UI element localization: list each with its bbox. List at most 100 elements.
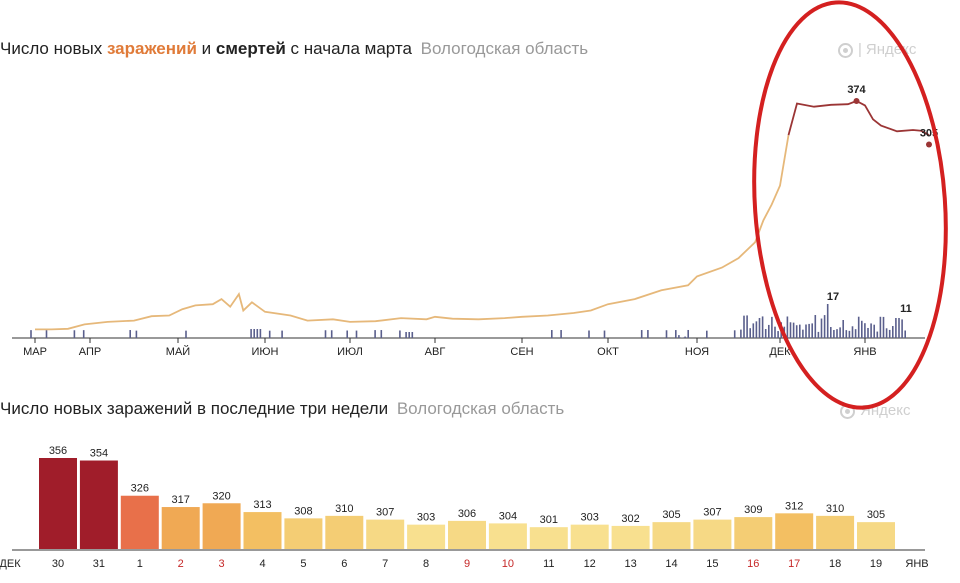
- death-bar: [733, 330, 736, 338]
- bar: [366, 519, 405, 549]
- bar-value-label: 313: [253, 499, 271, 511]
- death-bar: [839, 327, 841, 338]
- death-bar: [752, 323, 755, 338]
- death-bar: [73, 330, 76, 338]
- death-bar: [755, 321, 758, 338]
- death-bar: [826, 304, 829, 338]
- bottom-region: Вологодская область: [396, 399, 565, 418]
- death-bar: [380, 330, 383, 338]
- bar-value-label: 356: [49, 445, 67, 457]
- death-bar: [848, 330, 851, 338]
- bar-value-label: 308: [294, 505, 312, 517]
- death-bar: [640, 330, 643, 338]
- death-bar: [904, 330, 906, 338]
- infections-line: [35, 134, 790, 331]
- death-bar: [833, 329, 835, 338]
- death-bar: [355, 330, 358, 338]
- top-x-tick-label: АВГ: [425, 346, 446, 358]
- bar-value-label: 301: [540, 514, 558, 526]
- bar: [325, 515, 364, 549]
- bar: [611, 525, 650, 549]
- death-bar: [857, 316, 860, 338]
- day-label: 6: [341, 558, 347, 570]
- bar-value-label: 310: [335, 503, 353, 515]
- day-label: 15: [706, 558, 718, 570]
- day-label: 17: [788, 558, 800, 570]
- bar: [816, 515, 855, 549]
- death-bar: [405, 332, 407, 338]
- day-label: 3: [219, 558, 225, 570]
- death-bar: [817, 331, 820, 338]
- death-bar: [805, 324, 807, 338]
- day-label: 7: [382, 558, 388, 570]
- death-bar: [560, 330, 562, 338]
- bar: [202, 503, 241, 549]
- death-bar: [870, 323, 872, 338]
- bar: [857, 522, 895, 549]
- death-bar: [892, 326, 894, 338]
- month-label-right: ЯНВ: [905, 558, 928, 570]
- infections-line-recent: [787, 100, 930, 136]
- death-bar: [647, 330, 649, 338]
- death-bar: [867, 327, 869, 338]
- bar-value-label: 312: [785, 500, 803, 512]
- death-bar: [82, 330, 85, 338]
- bar: [284, 518, 323, 549]
- death-bar: [888, 329, 891, 338]
- infections-point: [926, 141, 932, 148]
- day-label: 1: [137, 558, 143, 570]
- bar-value-label: 303: [417, 512, 435, 524]
- death-bar: [551, 330, 553, 338]
- death-bar: [256, 329, 259, 338]
- title-prefix: Число новых: [0, 39, 103, 58]
- bar: [529, 527, 568, 549]
- death-bar: [802, 329, 804, 338]
- death-bar: [253, 329, 255, 338]
- day-label: 31: [93, 558, 105, 570]
- death-bar: [687, 329, 689, 338]
- deaths-value-label: 17: [827, 291, 839, 303]
- death-bar: [814, 315, 817, 338]
- death-bar: [861, 320, 863, 338]
- death-bar: [346, 330, 348, 338]
- bar: [243, 512, 282, 549]
- deaths-value-label: 11: [900, 303, 912, 315]
- top-x-tick-label: ИЮЛ: [337, 346, 363, 358]
- bar-value-label: 305: [867, 509, 885, 521]
- infections-point: [853, 98, 860, 104]
- bar: [407, 524, 446, 549]
- death-bar: [876, 331, 879, 338]
- death-bar: [706, 330, 708, 338]
- infections-value-label: 374: [847, 84, 866, 96]
- bottom-chart-title: Число новых заражений в последние три не…: [0, 399, 564, 419]
- bar-value-label: 302: [621, 513, 639, 525]
- bar-value-label: 305: [662, 509, 680, 521]
- bar: [570, 524, 609, 549]
- death-bar: [786, 316, 789, 338]
- death-bar: [743, 315, 745, 338]
- bar: [448, 520, 486, 549]
- bar-value-label: 310: [826, 503, 844, 515]
- top-region: Вологодская область: [420, 39, 589, 58]
- death-bar: [746, 315, 748, 338]
- death-bar: [799, 324, 801, 338]
- bar-value-label: 303: [581, 512, 599, 524]
- day-label: 2: [178, 558, 184, 570]
- bar: [161, 507, 200, 549]
- bar-value-label: 309: [744, 504, 762, 516]
- top-x-tick-label: АПР: [79, 346, 101, 358]
- death-bar: [764, 329, 767, 338]
- death-bar: [851, 326, 854, 338]
- bar-value-label: 307: [376, 507, 394, 519]
- death-bar: [845, 330, 848, 338]
- death-bar: [374, 330, 376, 338]
- bar-value-label: 326: [131, 483, 149, 495]
- top-x-tick-label: МАР: [23, 346, 47, 358]
- day-label: 18: [829, 558, 841, 570]
- top-chart-title: Число новых заражений и смертей с начала…: [0, 39, 588, 59]
- top-x-tick-label: ЯНВ: [853, 346, 876, 358]
- death-bar: [259, 329, 262, 338]
- death-bar: [808, 323, 810, 338]
- bar-value-label: 320: [212, 490, 230, 502]
- title-suffix: с начала марта: [290, 39, 412, 58]
